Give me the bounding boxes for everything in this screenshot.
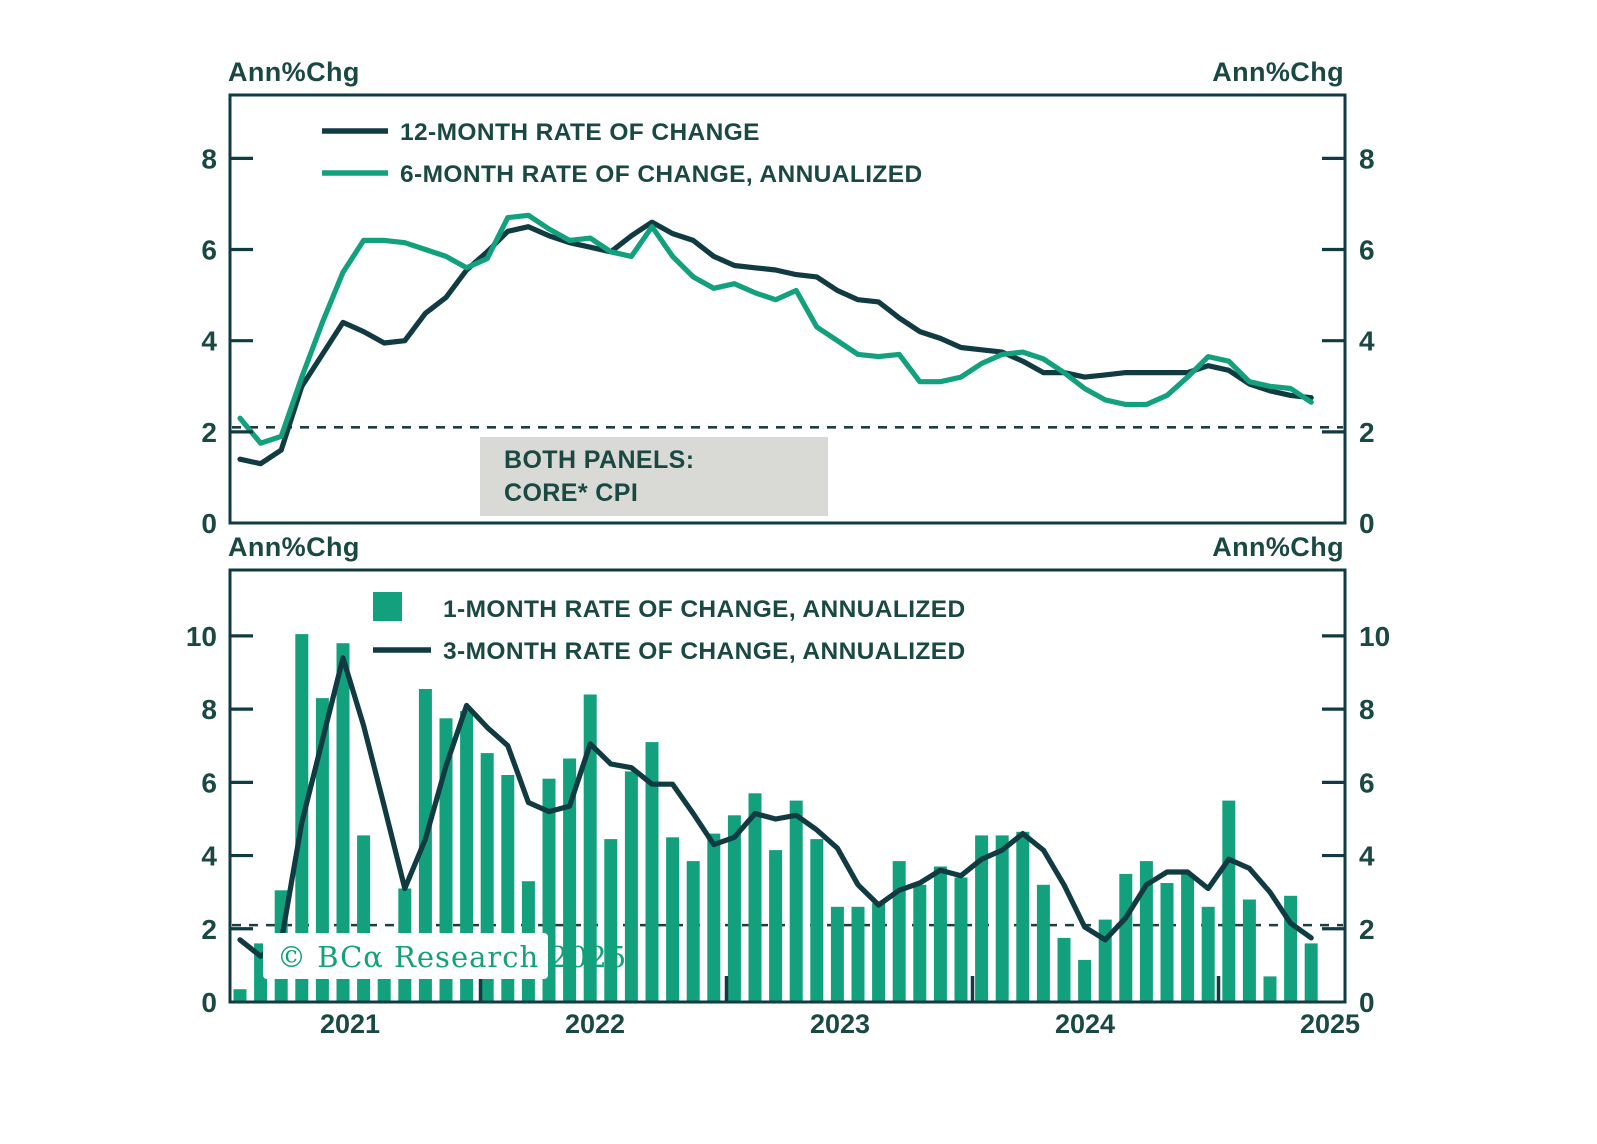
y-tick-label-left: 2 — [201, 914, 217, 945]
cpi-bar — [315, 698, 329, 1002]
y-tick-label-left: 4 — [201, 326, 217, 357]
cpi-bar — [1036, 884, 1050, 1002]
cpi-bar — [604, 839, 618, 1002]
y-tick-label-left: 8 — [201, 143, 217, 174]
y-tick-label-right: 2 — [1359, 417, 1375, 448]
cpi-bar — [1181, 873, 1195, 1002]
y-tick-label-left: 4 — [201, 841, 217, 872]
y-tick-label-left: 10 — [186, 621, 217, 652]
y-tick-label-right: 0 — [1359, 508, 1375, 539]
panel-border — [228, 93, 1347, 525]
x-year-label: 2023 — [810, 1009, 870, 1039]
cpi-bar — [460, 711, 474, 1002]
annotation-box: BOTH PANELS: CORE* CPI — [480, 437, 828, 516]
cpi-bar — [789, 800, 803, 1002]
x-year-label: 2022 — [565, 1009, 625, 1039]
y-tick-label-right: 10 — [1359, 621, 1390, 652]
cpi-bar — [645, 742, 659, 1002]
cpi-bar — [666, 837, 680, 1002]
cpi-bar — [933, 866, 947, 1002]
cpi-bar — [1016, 831, 1030, 1002]
line-3-month — [237, 655, 1314, 959]
y-tick-label-left: 6 — [201, 235, 217, 266]
legend-label-3-month: 3-MONTH RATE OF CHANGE, ANNUALIZED — [443, 638, 966, 665]
cpi-bar — [892, 861, 906, 1002]
cpi-bar — [1139, 861, 1153, 1002]
bottom-axis-unit-left: Ann%Chg — [228, 532, 360, 562]
cpi-bar — [686, 861, 700, 1002]
cpi-bar — [583, 694, 597, 1002]
cpi-bar — [563, 758, 577, 1002]
cpi-bar — [913, 884, 927, 1002]
y-tick-label-left: 6 — [201, 767, 217, 798]
x-year-label: 2025 — [1300, 1009, 1360, 1039]
y-tick-label-left: 2 — [201, 417, 217, 448]
y-tick-label-right: 8 — [1359, 694, 1375, 725]
cpi-bar — [975, 835, 989, 1002]
cpi-bar — [1222, 800, 1236, 1002]
annotation-box-bg — [480, 437, 828, 516]
cpi-bar — [727, 815, 741, 1002]
top-axis-unit-right: Ann%Chg — [1212, 57, 1344, 87]
cpi-bar — [872, 903, 886, 1002]
cpi-bar — [769, 850, 783, 1002]
y-tick-label-left: 0 — [201, 508, 217, 539]
y-tick-label-right: 6 — [1359, 235, 1375, 266]
line-12-month — [237, 219, 1314, 467]
top-axis-unit-left: Ann%Chg — [228, 57, 360, 87]
legend-label-1-month: 1-MONTH RATE OF CHANGE, ANNUALIZED — [443, 596, 966, 623]
legend-label-12-month: 12-MONTH RATE OF CHANGE — [400, 119, 760, 146]
cpi-bar — [1201, 906, 1215, 1002]
cpi-bar — [624, 771, 638, 1002]
y-tick-label-right: 4 — [1359, 841, 1375, 872]
legend-square-swatch-1-month — [373, 592, 402, 621]
cpi-bar — [707, 833, 721, 1002]
cpi-bar — [1242, 899, 1256, 1002]
top-legend: 12-MONTH RATE OF CHANGE 6-MONTH RATE OF … — [322, 119, 923, 188]
cpi-bar — [336, 643, 350, 1002]
y-tick-label-left: 8 — [201, 694, 217, 725]
y-tick-label-right: 4 — [1359, 326, 1375, 357]
y-tick-label-right: 0 — [1359, 987, 1375, 1018]
top-panel-plot: 0 0 2 2 4 4 6 6 8 8 — [201, 93, 1375, 539]
y-tick-label-left: 0 — [201, 987, 217, 1018]
bottom-panel-plot: 0 0 2 2 4 4 6 6 8 8 10 10 2021 2022 2023 2024 2025 — [186, 568, 1390, 1039]
annotation-line2: CORE* CPI — [504, 479, 638, 507]
cpi-bar — [1078, 959, 1092, 1002]
cpi-bar — [1304, 943, 1318, 1002]
cpi-bar — [995, 835, 1009, 1002]
y-tick-label-right: 8 — [1359, 143, 1375, 174]
panel-border — [228, 568, 1347, 1004]
line-6-month — [237, 212, 1314, 446]
cpi-bar — [748, 793, 762, 1002]
cpi-bar — [830, 906, 844, 1002]
cpi-bar — [233, 989, 247, 1002]
cpi-bar — [954, 877, 968, 1002]
y-tick-label-right: 2 — [1359, 914, 1375, 945]
watermark-bg — [263, 933, 548, 979]
cpi-bar — [1119, 873, 1133, 1002]
cpi-bar — [1263, 976, 1277, 1002]
watermark: © BCα Research 2025 — [263, 933, 627, 979]
watermark-text: © BCα Research 2025 — [277, 940, 627, 974]
x-year-label: 2021 — [320, 1009, 380, 1039]
annotation-line1: BOTH PANELS: — [504, 446, 694, 474]
y-tick-label-right: 6 — [1359, 767, 1375, 798]
cpi-bar — [439, 718, 453, 1002]
bottom-axis-unit-right: Ann%Chg — [1212, 532, 1344, 562]
cpi-bar — [1160, 883, 1174, 1002]
legend-label-6-month: 6-MONTH RATE OF CHANGE, ANNUALIZED — [400, 161, 923, 188]
bottom-legend: 1-MONTH RATE OF CHANGE, ANNUALIZED 3-MON… — [373, 592, 966, 665]
cpi-bar — [810, 839, 824, 1002]
x-year-label: 2024 — [1055, 1009, 1115, 1039]
cpi-bar — [851, 906, 865, 1002]
cpi-bar — [1057, 937, 1071, 1002]
